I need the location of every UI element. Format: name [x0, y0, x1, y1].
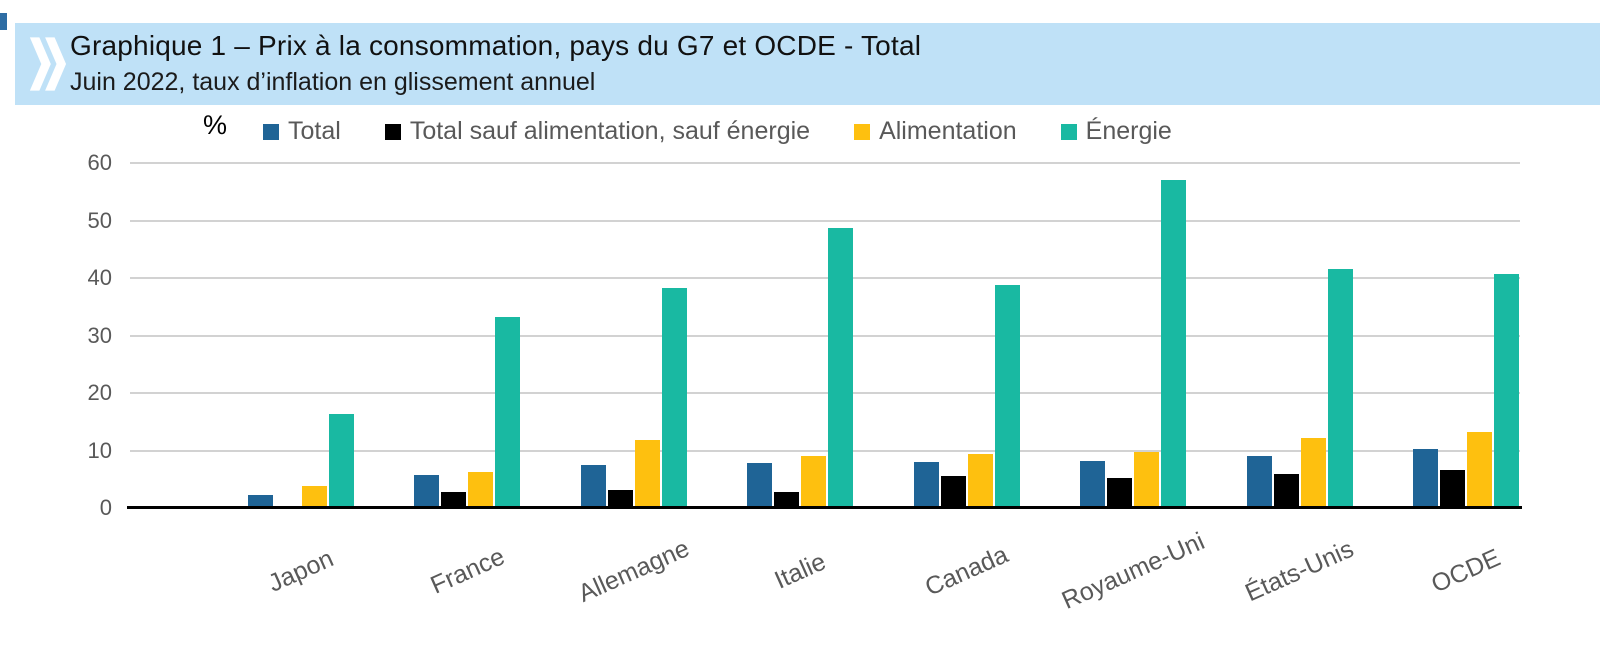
bar — [661, 287, 687, 508]
bar — [329, 414, 354, 508]
bar — [1080, 460, 1106, 508]
page-corner-mark — [0, 13, 7, 30]
bar-group-france — [414, 163, 521, 508]
bar-group-japon — [248, 163, 354, 508]
x-axis-label-cell: OCDE — [1413, 543, 1519, 598]
bar — [414, 474, 440, 508]
chart-title: Graphique 1 – Prix à la consommation, pa… — [70, 30, 922, 61]
x-axis-label-cell: France — [414, 542, 520, 599]
bar — [994, 284, 1020, 508]
gridline — [130, 334, 1520, 337]
bar — [468, 472, 494, 508]
bar — [580, 464, 606, 508]
chart-legend: Total Total sauf alimentation, sauf énerg… — [263, 117, 1172, 146]
plot-area — [127, 162, 1522, 509]
bar — [1493, 273, 1519, 508]
y-axis-tick-label: 10 — [87, 437, 112, 463]
bar-group-ocde — [1412, 163, 1519, 508]
legend-swatch-icon — [384, 123, 401, 140]
y-axis-tick-label: 50 — [87, 207, 112, 233]
bar-group-allemagne — [580, 163, 687, 508]
legend-label: Total sauf alimentation, sauf énergie — [409, 117, 811, 145]
gridline — [130, 277, 1520, 279]
legend-swatch-icon — [263, 123, 279, 140]
x-axis-category-label: Allemagne — [573, 533, 694, 608]
gridline — [130, 392, 1520, 394]
x-axis-category-label: OCDE — [1427, 543, 1505, 599]
x-axis-category-label: États-Unis — [1240, 534, 1358, 607]
legend-label: Alimentation — [879, 117, 1017, 145]
legend-item: Total sauf alimentation, sauf énergie — [384, 117, 811, 146]
y-axis-tick-label: 60 — [87, 150, 112, 175]
bar — [828, 227, 854, 508]
x-axis-label-cell: États-Unis — [1241, 534, 1358, 606]
bar — [967, 453, 993, 508]
legend-item: Alimentation — [854, 117, 1017, 146]
chart-subtitle: Juin 2022, taux d’inflation en glissemen… — [70, 68, 596, 96]
bar — [1134, 451, 1160, 508]
bar — [302, 485, 327, 508]
gridline — [130, 162, 1520, 164]
y-axis-tick-label: 40 — [87, 265, 112, 290]
bar — [248, 494, 273, 508]
y-axis-tick-label: 20 — [87, 380, 112, 405]
bar — [1273, 474, 1299, 508]
gridline — [130, 449, 1520, 452]
bar — [747, 462, 773, 508]
legend-swatch-icon — [854, 123, 871, 140]
x-axis-line — [127, 506, 1522, 509]
legend-item: Énergie — [1060, 117, 1172, 146]
bar — [1246, 455, 1272, 508]
bar-group-royaume-uni — [1080, 163, 1187, 508]
oecd-double-chevron-icon — [29, 37, 67, 91]
bar — [1439, 470, 1465, 508]
bar — [801, 456, 827, 508]
bar — [495, 316, 521, 508]
x-axis-category-label: France — [425, 541, 509, 600]
bar — [940, 476, 966, 508]
y-axis-tick-label: 0 — [99, 495, 112, 520]
legend-label: Total — [288, 117, 341, 145]
bar — [1300, 437, 1326, 508]
bar-group-canada — [913, 163, 1020, 508]
legend-item: Total — [263, 117, 341, 146]
bar — [1466, 431, 1492, 508]
bar — [1327, 268, 1353, 508]
legend-swatch-icon — [1060, 123, 1077, 140]
gridline — [130, 219, 1520, 222]
bar — [913, 462, 939, 508]
chart-header-banner: Graphique 1 – Prix à la consommation, pa… — [15, 23, 1600, 105]
x-axis-label-cell: Italie — [747, 547, 853, 594]
x-axis-label-cell: Royaume-Uni — [1057, 527, 1208, 615]
bar — [774, 491, 800, 508]
x-axis-label-cell: Canada — [914, 540, 1020, 601]
bar — [1412, 448, 1438, 508]
bar-groups — [248, 163, 1519, 508]
y-axis-tick-label: 30 — [87, 322, 112, 348]
bar — [1107, 478, 1133, 508]
legend-label: Énergie — [1085, 117, 1172, 145]
x-axis-category-labels: Japon France Allemagne Italie Canada Royaume-… — [248, 524, 1519, 615]
bar — [634, 439, 660, 508]
x-axis-category-label: Japon — [263, 543, 338, 598]
bar-group--tats-unis — [1246, 163, 1353, 508]
x-axis-category-label: Canada — [920, 539, 1013, 602]
bar — [1161, 179, 1187, 508]
bar — [441, 492, 467, 508]
bar — [607, 490, 633, 508]
x-axis-label-cell: Japon — [248, 544, 354, 597]
x-axis-category-label: Royaume-Uni — [1057, 526, 1209, 615]
x-axis-label-cell: Allemagne — [574, 534, 693, 608]
x-axis-category-label: Italie — [770, 547, 830, 595]
y-axis-unit-label: % — [203, 110, 228, 140]
bar-group-italie — [747, 163, 854, 508]
